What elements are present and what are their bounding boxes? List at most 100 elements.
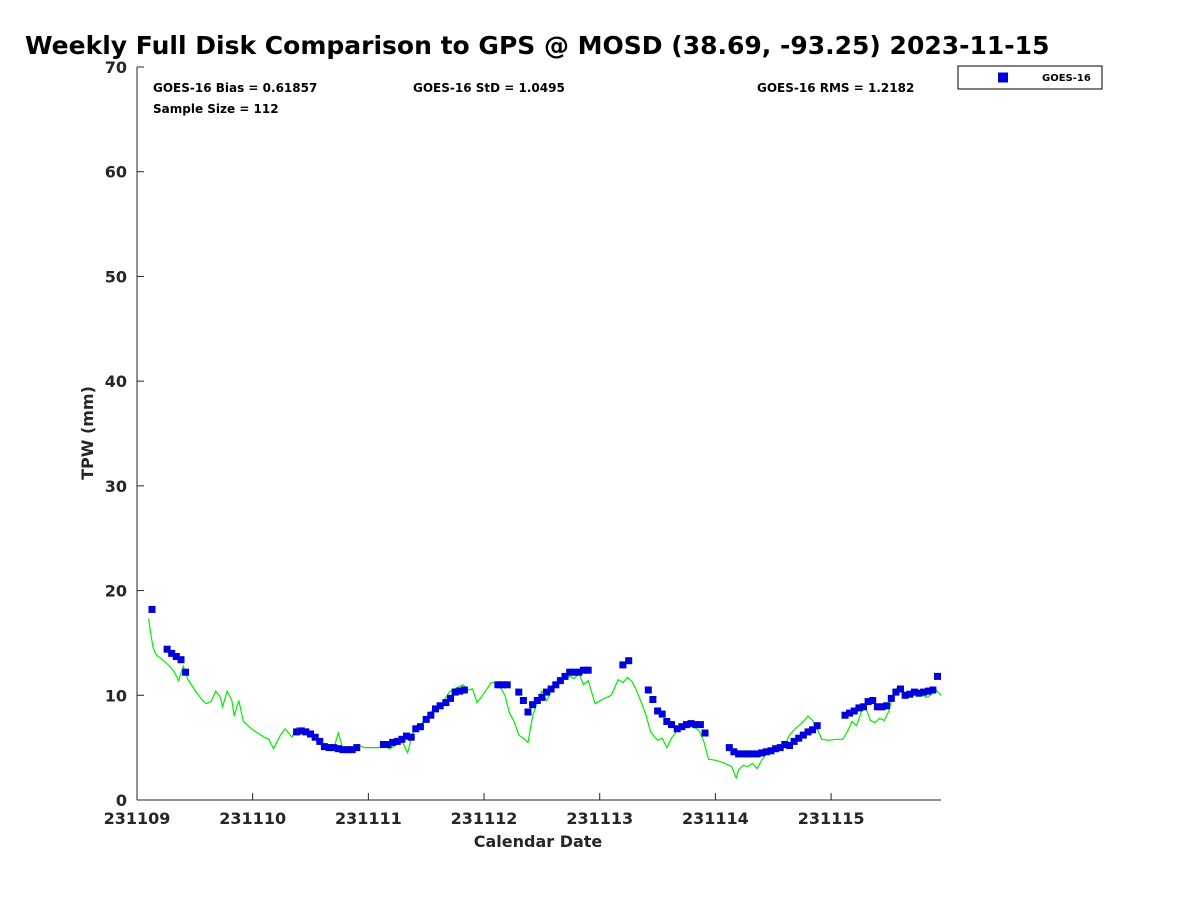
goes16-point xyxy=(915,689,923,697)
goes16-point xyxy=(584,666,592,674)
goes16-point xyxy=(325,744,333,752)
goes16-point xyxy=(529,701,537,709)
y-tick-label: 10 xyxy=(105,686,127,705)
goes16-point xyxy=(790,737,798,745)
y-tick-label: 60 xyxy=(105,163,127,182)
x-axis-label: Calendar Date xyxy=(474,832,603,851)
goes16-point xyxy=(753,750,761,758)
x-tick-label: 231114 xyxy=(682,809,749,828)
goes16-point xyxy=(692,721,700,729)
stat-rms: GOES-16 RMS = 1.2182 xyxy=(757,81,914,95)
goes16-point xyxy=(348,746,356,754)
goes16-point xyxy=(649,696,657,703)
goes16-point xyxy=(334,745,342,753)
x-tick-label: 231111 xyxy=(335,809,402,828)
goes16-point xyxy=(148,605,156,613)
y-tick-label: 30 xyxy=(105,477,127,496)
goes16-point xyxy=(311,733,319,741)
goes16-point xyxy=(524,708,532,716)
goes16-point xyxy=(873,703,881,711)
x-tick-label: 231113 xyxy=(566,809,633,828)
goes16-point xyxy=(772,745,780,753)
goes16-point xyxy=(403,732,410,740)
goes16-point xyxy=(543,688,550,696)
goes16-point xyxy=(533,697,541,704)
goes16-point xyxy=(739,750,747,758)
goes16-point xyxy=(168,649,176,657)
plot-area xyxy=(148,605,942,780)
goes16-point xyxy=(906,690,914,698)
goes16-point xyxy=(339,746,347,754)
goes16-point xyxy=(883,702,891,710)
goes16-point xyxy=(407,733,415,741)
goes16-point xyxy=(910,688,918,696)
goes16-point xyxy=(730,748,738,756)
goes16-point xyxy=(860,703,867,711)
axes xyxy=(136,67,941,801)
goes16-point xyxy=(456,687,464,695)
goes16-point xyxy=(683,721,690,729)
goes16-point xyxy=(398,735,406,743)
goes16-point xyxy=(809,726,817,734)
goes16-point xyxy=(580,666,587,674)
goes16-point xyxy=(552,681,560,689)
goes16-point xyxy=(934,672,941,680)
goes16-point xyxy=(725,744,733,752)
x-tick-label: 231112 xyxy=(451,809,518,828)
goes16-point xyxy=(499,681,507,689)
goes16-point xyxy=(850,707,858,715)
stats-box: GOES-16 Bias = 0.61857 GOES-16 StD = 1.0… xyxy=(153,81,914,116)
goes16-point xyxy=(570,668,578,676)
legend-box xyxy=(957,65,1103,90)
goes16-point xyxy=(561,672,569,680)
goes16-point xyxy=(920,688,928,696)
goes16-point xyxy=(887,694,895,702)
y-axis-label: TPW (mm) xyxy=(78,386,97,480)
goes16-point xyxy=(307,730,314,738)
goes16-point xyxy=(795,734,803,742)
goes16-point xyxy=(762,748,770,756)
goes16-point xyxy=(924,687,932,695)
legend: GOES-16 xyxy=(957,65,1103,90)
goes16-point xyxy=(163,645,171,653)
goes16-point xyxy=(566,668,574,676)
goes16-point xyxy=(460,686,468,694)
goes16-point xyxy=(855,704,863,712)
goes16-point xyxy=(330,744,338,752)
goes16-point xyxy=(654,707,662,715)
goes16-point xyxy=(813,722,821,730)
goes16-point xyxy=(744,750,752,758)
goes16-point xyxy=(422,715,430,723)
goes16-point xyxy=(701,729,709,737)
goes16-point xyxy=(384,741,392,748)
goes16-point xyxy=(494,681,502,689)
goes16-point xyxy=(177,656,185,664)
goes16-point xyxy=(393,737,401,745)
goes16-point xyxy=(644,686,652,694)
goes16-point xyxy=(316,737,324,745)
goes16-point xyxy=(427,711,435,719)
goes16-point xyxy=(758,749,766,757)
goes16-point xyxy=(379,741,387,748)
goes16-point xyxy=(668,721,675,729)
goes16-point xyxy=(293,728,301,736)
goes16-point xyxy=(447,694,454,702)
goes16-point xyxy=(929,686,937,694)
goes16-point xyxy=(547,685,555,693)
goes16-point xyxy=(687,720,695,728)
goes16-point xyxy=(412,725,420,733)
goes16-point xyxy=(804,728,812,736)
goes16-point xyxy=(389,738,397,746)
y-tick-label: 50 xyxy=(105,267,127,286)
goes16-point xyxy=(575,668,583,676)
goes16-point xyxy=(538,693,546,701)
goes16-point xyxy=(735,750,743,758)
goes16-point xyxy=(869,697,877,704)
goes16-point xyxy=(696,721,704,729)
goes16-point xyxy=(556,677,564,685)
goes16-point xyxy=(767,747,775,755)
x-tick-label: 231115 xyxy=(798,809,865,828)
goes16-point xyxy=(841,711,849,719)
goes16-point xyxy=(416,723,424,731)
stat-bias: GOES-16 Bias = 0.61857 xyxy=(153,81,317,95)
